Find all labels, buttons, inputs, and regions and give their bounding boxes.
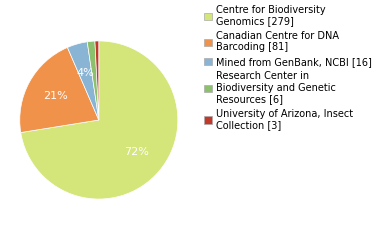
Wedge shape xyxy=(21,41,178,199)
Legend: Centre for Biodiversity
Genomics [279], Canadian Centre for DNA
Barcoding [81], : Centre for Biodiversity Genomics [279], … xyxy=(204,5,372,130)
Wedge shape xyxy=(87,41,99,120)
Text: 72%: 72% xyxy=(124,147,149,157)
Text: 21%: 21% xyxy=(43,91,68,102)
Wedge shape xyxy=(67,42,99,120)
Text: 4%: 4% xyxy=(76,68,94,78)
Wedge shape xyxy=(95,41,99,120)
Wedge shape xyxy=(20,48,99,132)
